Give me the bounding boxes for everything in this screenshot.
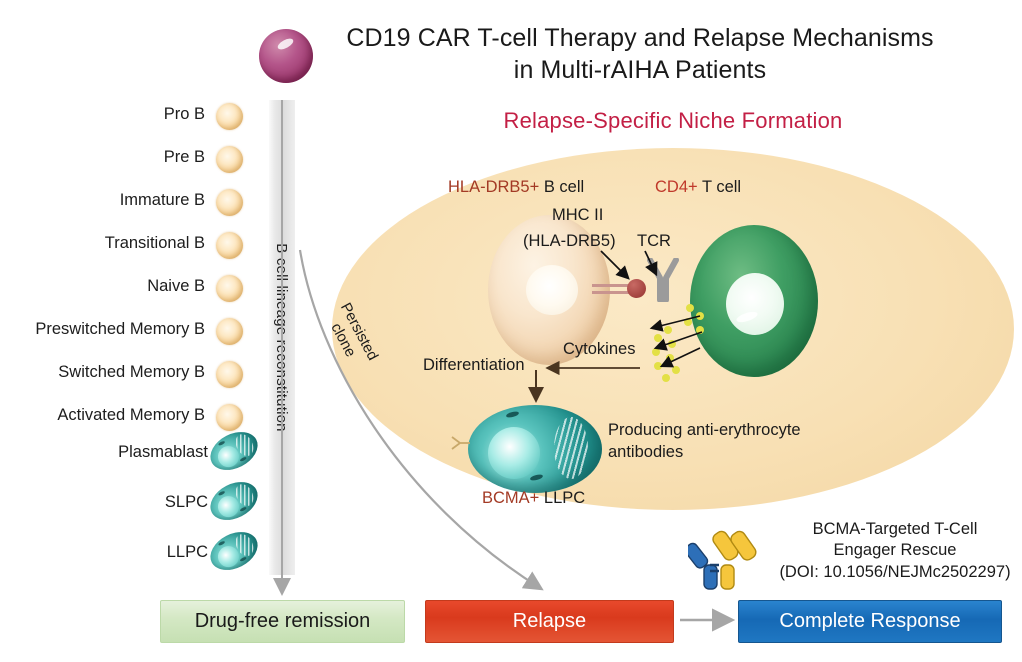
b-cell-icon-transitional-b bbox=[216, 232, 243, 259]
outcome-box-relapse[interactable]: Relapse bbox=[425, 600, 674, 643]
title-line-2: in Multi-rAIHA Patients bbox=[513, 56, 767, 84]
rescue-line-1: BCMA-Targeted T-Cell bbox=[812, 520, 978, 538]
plasma-cell-icon-plasmablast bbox=[204, 424, 264, 478]
bcma-llpc-cell bbox=[468, 405, 602, 493]
b-cell-icon-immature-b bbox=[216, 189, 243, 216]
b-cell-icon-preswitched-memory-b bbox=[216, 318, 243, 345]
tcr-label: TCR bbox=[637, 232, 671, 250]
lineage-label-immature-b: Immature B bbox=[119, 191, 205, 209]
cytokines-label: Cytokines bbox=[563, 340, 636, 358]
lineage-label-transitional-b: Transitional B bbox=[104, 234, 205, 252]
lineage-label-llpc: LLPC bbox=[166, 543, 208, 561]
b-cell-icon-pre-b bbox=[216, 146, 243, 173]
b-cell-icon-activated-memory-b bbox=[216, 404, 243, 431]
llpc-label-marker: BCMA+ bbox=[482, 489, 540, 507]
b-cell-label-name: B cell bbox=[543, 178, 585, 196]
mhc-label-line-2: (HLA-DRB5) bbox=[523, 232, 616, 250]
llpc-label-name: LLPC bbox=[543, 489, 586, 507]
llpc-label: BCMA+ LLPC bbox=[482, 489, 585, 508]
rescue-line-2: Engager Rescue bbox=[833, 541, 957, 560]
antibody-label-line-2: antibodies bbox=[608, 443, 684, 461]
bispecific-antibody-icon bbox=[684, 527, 766, 599]
title-line-1: CD19 CAR T-cell Therapy and Relapse Mech… bbox=[346, 24, 934, 52]
outcome-box-complete-response[interactable]: Complete Response bbox=[738, 600, 1002, 643]
b-cell-icon-switched-memory-b bbox=[216, 361, 243, 388]
rescue-caption: BCMA-Targeted T-Cell Engager Rescue (DOI… bbox=[768, 519, 1022, 583]
b-cell-label-marker: HLA-DRB5+ bbox=[448, 178, 540, 196]
differentiation-label: Differentiation bbox=[423, 356, 525, 374]
lineage-label-switched-memory-b: Switched Memory B bbox=[58, 363, 205, 381]
mhc-ii-peptide-icon bbox=[627, 279, 646, 298]
outcome-box-drug-free-remission[interactable]: Drug-free remission bbox=[160, 600, 405, 643]
tcr-receptor-icon bbox=[645, 257, 679, 303]
niche-title: Relapse-Specific Niche Formation bbox=[503, 108, 843, 133]
b-cell-lineage-axis-label: B cell lineage reconstitution bbox=[273, 243, 291, 432]
t-cell-label-name: T cell bbox=[701, 178, 742, 196]
lineage-label-pro-b: Pro B bbox=[163, 105, 205, 123]
mhc-ii-stalk bbox=[592, 284, 632, 287]
outcome-label-relapse: Relapse bbox=[512, 610, 587, 632]
rescue-line-3: (DOI: 10.1056/NEJMc2502297) bbox=[779, 562, 1011, 581]
antibody-label-line-1: Producing anti-erythrocyte bbox=[608, 421, 801, 439]
lineage-label-pre-b: Pre B bbox=[163, 148, 205, 166]
outcome-label-complete-response: Complete Response bbox=[779, 610, 961, 632]
lineage-label-naive-b: Naive B bbox=[147, 277, 205, 295]
plasma-cell-icon-slpc bbox=[204, 474, 264, 528]
b-cell-icon-pro-b bbox=[216, 103, 243, 130]
cd4-t-cell bbox=[690, 225, 818, 377]
lineage-label-activated-memory-b: Activated Memory B bbox=[57, 406, 205, 424]
lineage-label-preswitched-memory-b: Preswitched Memory B bbox=[35, 320, 205, 338]
lineage-label-slpc: SLPC bbox=[164, 493, 208, 511]
lineage-label-plasmablast: Plasmablast bbox=[118, 443, 208, 461]
t-cell-label-marker: CD4+ bbox=[655, 178, 698, 196]
t-cell-label: CD4+ T cell bbox=[655, 178, 741, 197]
b-cell-icon-naive-b bbox=[216, 275, 243, 302]
mhc-ii-stalk-2 bbox=[592, 291, 632, 294]
outcome-label-drug-free-remission: Drug-free remission bbox=[194, 610, 371, 632]
mhc-label-line-1: MHC II bbox=[552, 206, 604, 224]
b-cell-label: HLA-DRB5+ B cell bbox=[448, 178, 584, 197]
page-title: CD19 CAR T-cell Therapy and Relapse Mech… bbox=[330, 22, 950, 86]
plasma-cell-icon-llpc bbox=[204, 524, 264, 578]
car-t-cell-icon bbox=[239, 9, 331, 101]
